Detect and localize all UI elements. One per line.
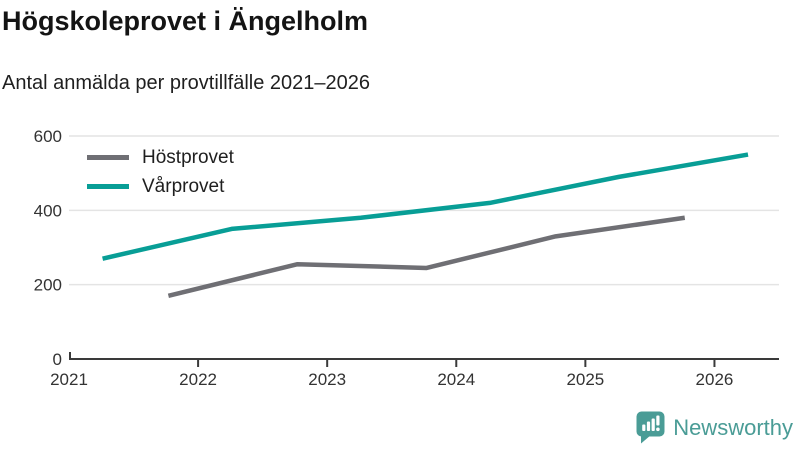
newsworthy-logo-text: Newsworthy: [673, 414, 793, 440]
y-tick-label-0: 0: [53, 350, 62, 369]
x-tick-label-2025: 2025: [566, 370, 604, 389]
newsworthy-logo[interactable]: Newsworthy: [636, 411, 793, 444]
chart-title: Högskoleprovet i Ängelholm: [2, 6, 369, 36]
legend-item-hostprovet: Höstprovet: [87, 143, 234, 172]
x-tick-label-2023: 2023: [308, 370, 346, 389]
y-tick-label-400: 400: [34, 201, 62, 220]
series-line-Höstprovet: [167, 215, 686, 299]
legend-swatch-hostprovet: [87, 155, 129, 160]
series-line-Vårprovet: [102, 152, 749, 261]
legend-swatch-varprovet: [87, 184, 129, 189]
legend-item-varprovet: Vårprovet: [87, 172, 234, 201]
chart-subtitle: Antal anmälda per provtillfälle 2021–202…: [2, 72, 371, 94]
x-tick-label-2026: 2026: [696, 370, 734, 389]
legend-label-varprovet: Vårprovet: [142, 175, 225, 197]
y-tick-label-200: 200: [34, 276, 62, 295]
x-tick-label-2021: 2021: [50, 370, 88, 389]
y-tick-label-600: 600: [34, 127, 62, 146]
newsworthy-logo-icon: [636, 411, 665, 444]
legend-label-hostprovet: Höstprovet: [142, 146, 234, 168]
chart-legend: Höstprovet Vårprovet: [87, 143, 234, 201]
x-tick-label-2024: 2024: [437, 370, 475, 389]
x-tick-label-2022: 2022: [179, 370, 217, 389]
